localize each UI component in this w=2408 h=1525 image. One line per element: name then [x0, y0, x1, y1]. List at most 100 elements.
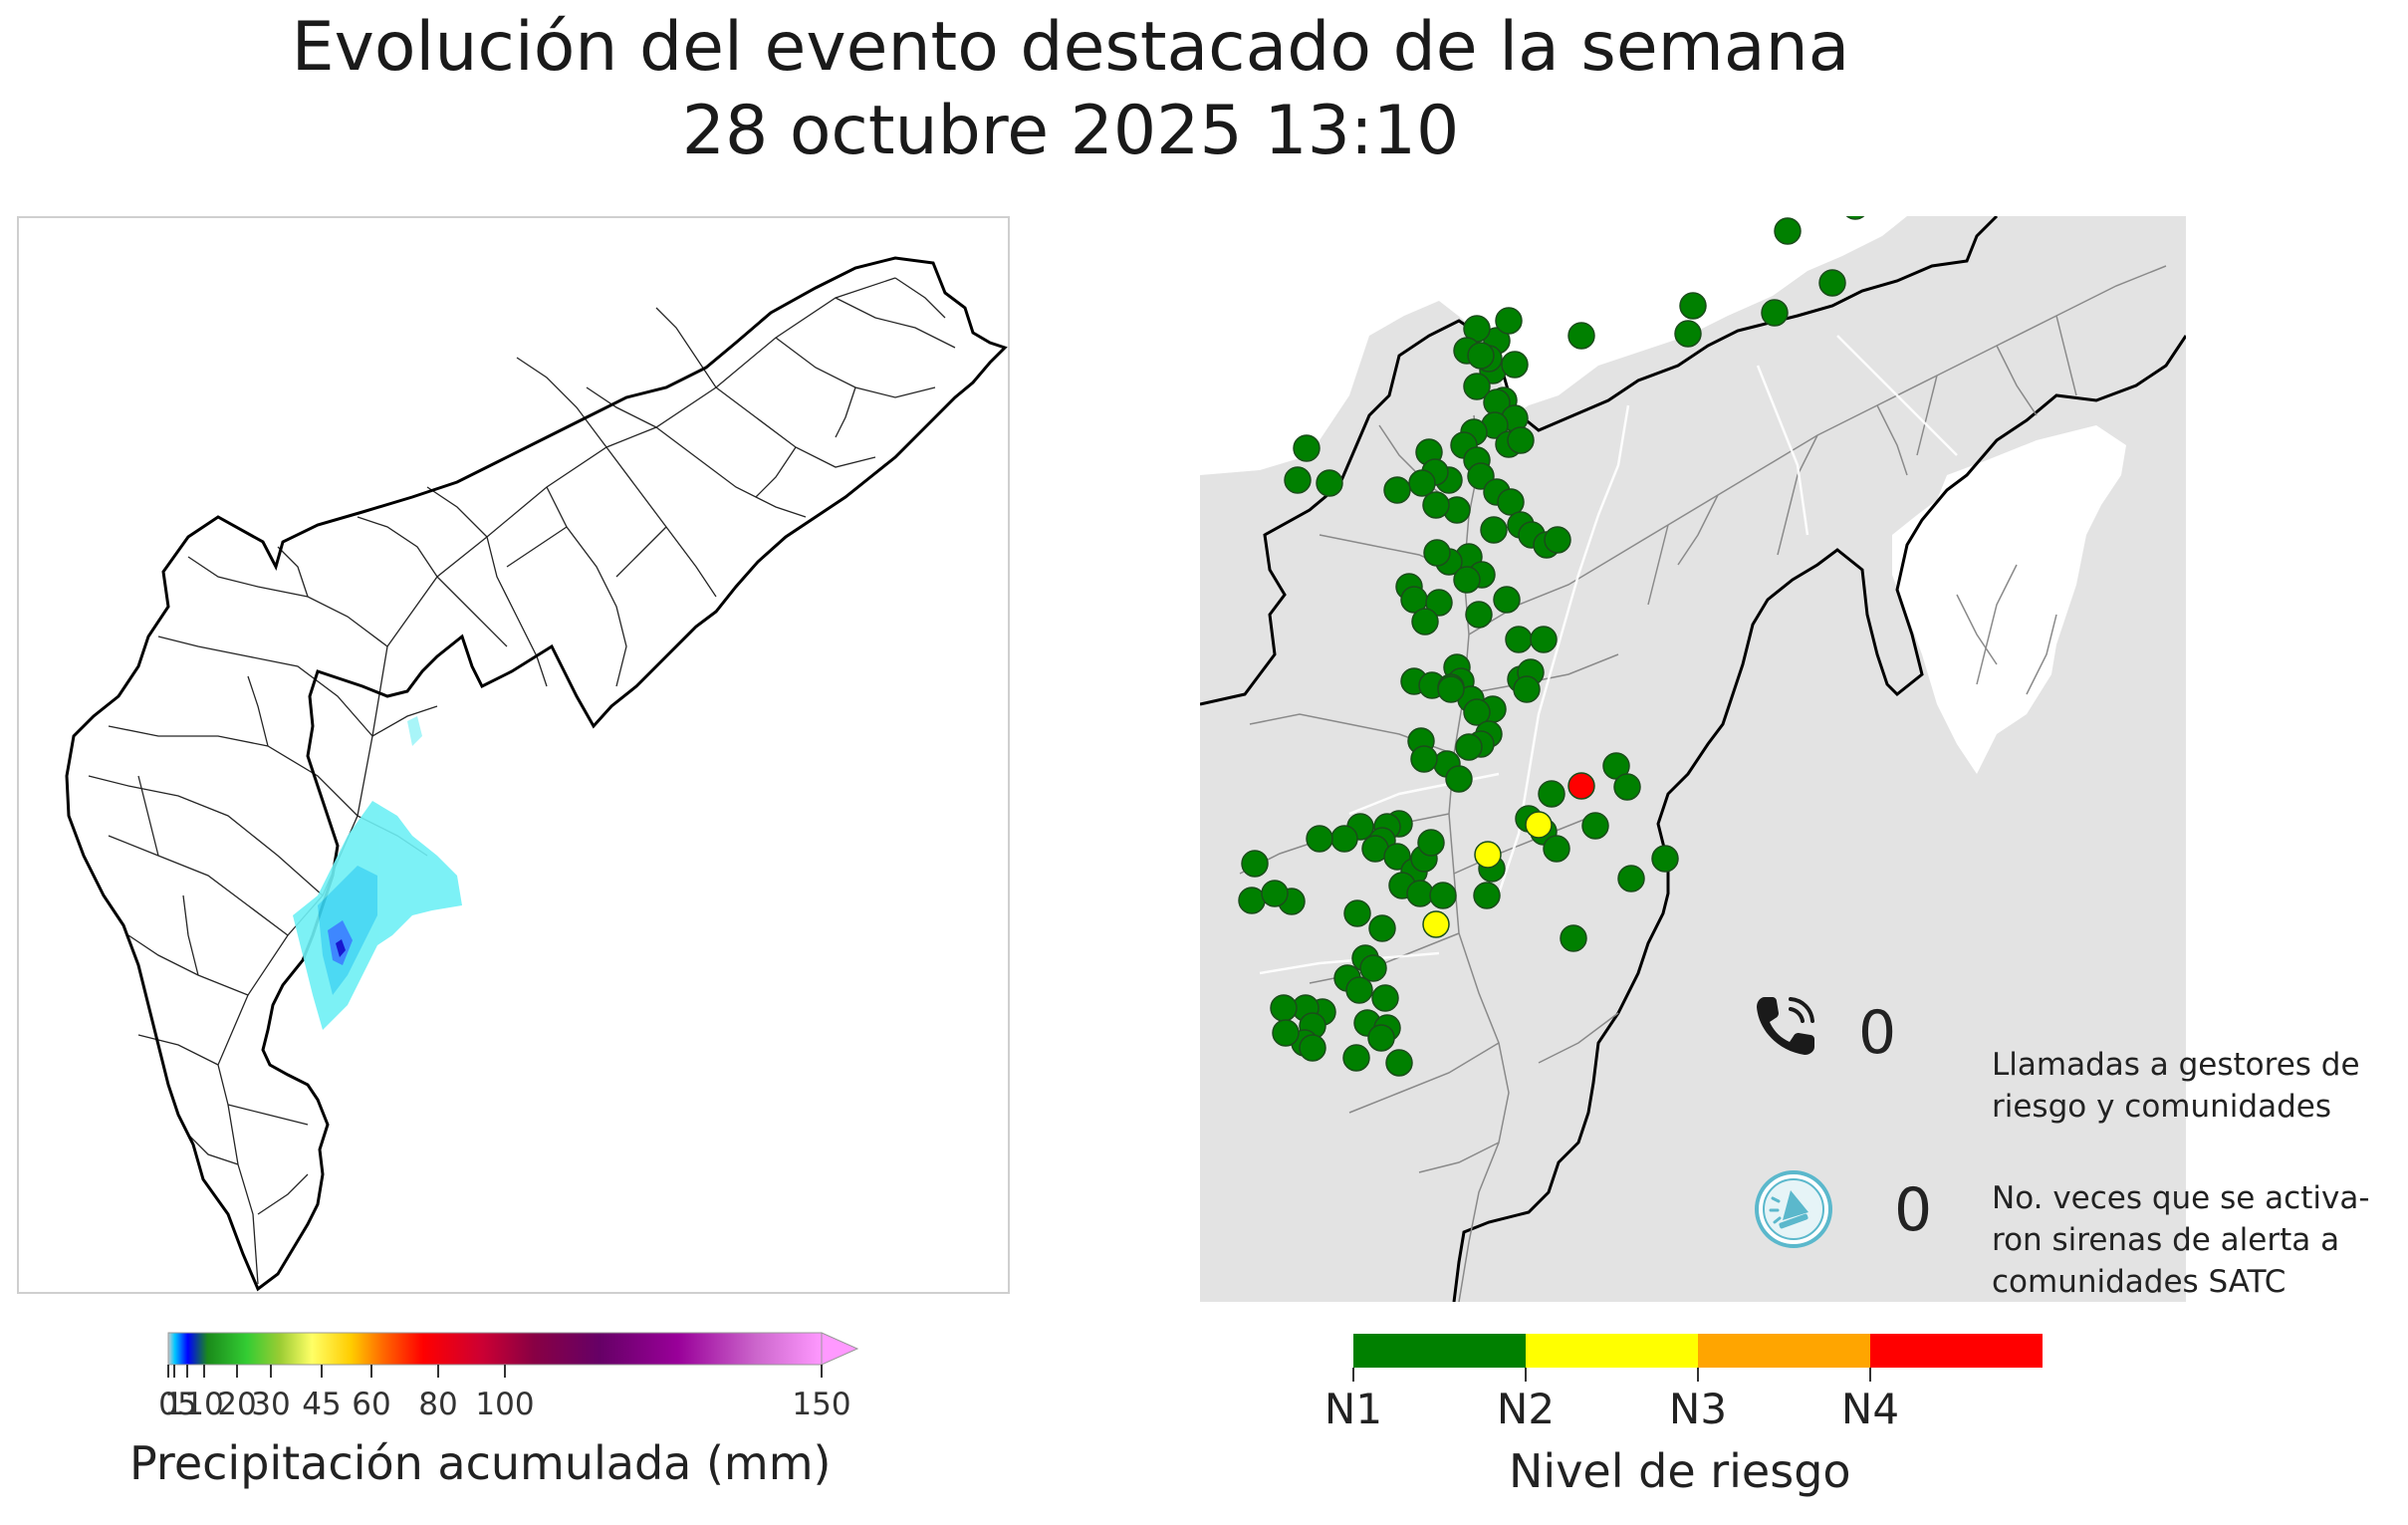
risk-point-n1 [1651, 845, 1679, 873]
risk-point-n1 [1261, 880, 1289, 907]
risk-point-n1 [1538, 780, 1565, 808]
risk-point-n1 [1272, 1019, 1300, 1047]
risk-point-n1 [1411, 608, 1439, 635]
risk-tick-n3: N3 [1668, 1385, 1728, 1433]
precipitation-tick-label: 20 [217, 1387, 257, 1422]
risk-point-n1 [1241, 850, 1269, 878]
risk-point-n1 [1567, 322, 1595, 350]
risk-segment-n3 [1698, 1334, 1870, 1368]
risk-point-n1 [1345, 976, 1373, 1004]
risk-point-n1 [1429, 882, 1457, 909]
risk-segment-n2 [1526, 1334, 1698, 1368]
risk-point-n1 [1371, 984, 1399, 1012]
risk-point-n4 [1567, 772, 1595, 800]
risk-point-n1 [1679, 292, 1707, 320]
precipitation-tick-label: 45 [302, 1387, 342, 1422]
risk-point-n1 [1238, 887, 1266, 914]
risk-segment-n1 [1353, 1334, 1526, 1368]
siren-icon [1755, 1170, 1832, 1248]
risk-point-n1 [1284, 466, 1312, 494]
risk-point-n1 [1293, 434, 1321, 462]
risk-point-n1 [1453, 566, 1481, 594]
precipitation-legend-label: Precipitación acumulada (mm) [129, 1436, 832, 1490]
precipitation-field [293, 716, 462, 1030]
risk-point-n1 [1463, 698, 1491, 726]
phone-icon [1757, 997, 1814, 1055]
risk-point-n1 [1818, 269, 1846, 297]
risk-point-n1 [1270, 994, 1298, 1022]
risk-point-n2 [1525, 811, 1553, 839]
risk-map [1200, 216, 2186, 1302]
risk-point-n1 [1343, 899, 1371, 927]
risk-point-n1 [1613, 773, 1641, 801]
risk-point-n1 [1495, 307, 1523, 335]
precipitation-tick-label: 60 [352, 1387, 391, 1422]
risk-point-n1 [1530, 626, 1558, 653]
risk-tick-n2: N2 [1496, 1385, 1556, 1433]
risk-point-n1 [1299, 1034, 1326, 1062]
calls-description: Llamadas a gestores de riesgo y comunida… [1992, 1047, 2360, 1125]
risk-point-n2 [1422, 910, 1450, 938]
risk-point-n1 [1480, 516, 1508, 544]
subregion-white [1892, 425, 2126, 774]
risk-point-n1 [1507, 426, 1535, 454]
precipitation-tick-label: 100 [475, 1387, 535, 1422]
risk-point-n1 [1422, 491, 1450, 519]
precipitation-tick-label: 30 [251, 1387, 291, 1422]
precipitation-map [17, 216, 1010, 1294]
risk-point-n1 [1581, 812, 1609, 840]
risk-point-n1 [1501, 351, 1529, 379]
calls-count: 0 [1858, 998, 1897, 1068]
precipitation-colorbar [167, 1332, 859, 1378]
risk-point-n1 [1543, 835, 1570, 863]
risk-segment-n4 [1870, 1334, 2043, 1368]
risk-point-n1 [1316, 469, 1343, 497]
risk-point-n1 [1845, 216, 1865, 220]
risk-point-n1 [1408, 469, 1436, 497]
risk-point-n1 [1505, 626, 1533, 653]
precipitation-tick-label: 1 [164, 1387, 184, 1422]
risk-point-n1 [1617, 865, 1645, 892]
risk-point-n1 [1560, 924, 1587, 952]
precipitation-tick-label: 80 [418, 1387, 458, 1422]
risk-legend-label: Nivel de riesgo [1509, 1444, 1851, 1498]
sirens-description: No. veces que se activa- ron sirenas de … [1992, 1180, 2370, 1300]
sirens-count: 0 [1894, 1175, 1933, 1245]
risk-point-n1 [1342, 1044, 1370, 1072]
risk-point-n1 [1383, 476, 1411, 504]
basin-outline [65, 256, 1008, 1292]
risk-point-n1 [1497, 488, 1525, 516]
precipitation-tick-label: 0 [158, 1387, 178, 1422]
risk-colorbar [1352, 1334, 2043, 1382]
risk-point-n1 [1406, 880, 1434, 907]
risk-points [1238, 216, 1865, 1077]
risk-tick-n4: N4 [1840, 1385, 1900, 1433]
precipitation-tick-label: 5 [177, 1387, 197, 1422]
risk-point-n1 [1467, 342, 1495, 370]
risk-point-n1 [1774, 217, 1802, 245]
risk-point-n1 [1425, 589, 1453, 617]
map-datetime: 28 octubre 2025 13:10 [681, 92, 1460, 170]
risk-point-n1 [1437, 675, 1465, 703]
risk-point-n1 [1455, 733, 1483, 761]
risk-point-n1 [1385, 1049, 1413, 1077]
risk-point-n1 [1513, 675, 1541, 703]
risk-point-n1 [1493, 586, 1521, 614]
region-shading [1200, 216, 2186, 1302]
risk-point-n1 [1359, 954, 1387, 982]
risk-point-n1 [1410, 745, 1438, 773]
risk-point-n1 [1417, 829, 1445, 857]
risk-point-n1 [1463, 373, 1491, 400]
risk-point-n1 [1473, 882, 1501, 909]
map-title: Evolución del evento destacado de la sem… [291, 8, 1850, 87]
risk-point-n1 [1544, 526, 1571, 554]
risk-point-n1 [1330, 825, 1358, 853]
risk-point-n1 [1674, 320, 1702, 348]
risk-point-n2 [1474, 841, 1502, 869]
risk-point-n1 [1306, 825, 1333, 853]
risk-point-n1 [1445, 765, 1473, 793]
risk-point-n1 [1761, 299, 1789, 327]
risk-tick-n1: N1 [1324, 1385, 1383, 1433]
risk-point-n1 [1465, 601, 1493, 629]
risk-point-n1 [1367, 1024, 1395, 1052]
